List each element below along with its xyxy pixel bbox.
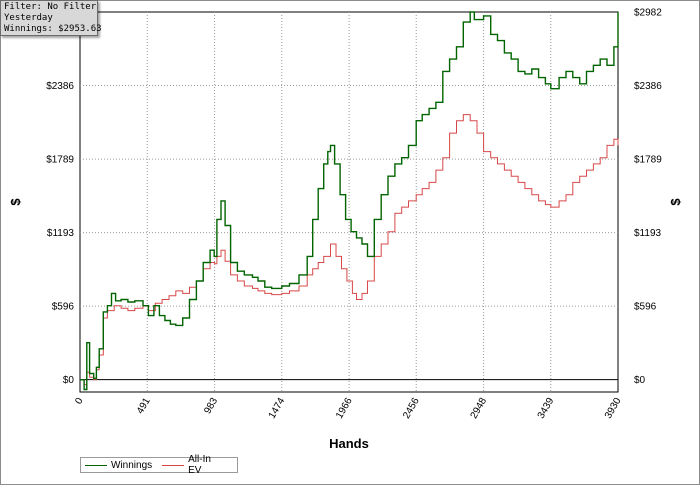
series-lines [80,11,619,391]
y-left-tick-label-4: $2386 [46,81,74,92]
y-right-tick-label-5: $2982 [634,8,662,19]
grid-lines [80,12,618,392]
x-tick-label-2: 983 [202,396,220,416]
y-axis-title-right: $ [668,198,683,206]
y-right-tick-label-0: $0 [634,375,646,386]
winnings-total-label: Winnings: $2953.63 [4,24,102,34]
x-tick-label-5: 2456 [401,396,422,421]
x-tick-label-8: 3930 [603,396,624,421]
x-axis-labels: 0 491 983 1474 1966 2456 2948 3439 3930 [73,396,624,421]
y-right-tick-label-2: $1193 [634,228,662,239]
x-tick-label-3: 1474 [267,396,288,421]
y-axis-title-left: $ [8,198,23,206]
date-range-label: Yesterday [4,13,53,23]
x-tick-label-1: 491 [135,396,153,416]
y-axis-left-labels: $0$596$1193$1789$2386$2982 [46,8,74,387]
series-line-all-in-ev [80,114,619,386]
y-right-tick-label-4: $2386 [634,81,662,92]
legend-label-winnings: Winnings [111,459,153,471]
y-right-tick-label-3: $1789 [634,155,662,166]
series-line-winnings [80,11,619,391]
legend-swatch-allin-ev [162,464,185,466]
filter-info-box: Filter: No Filter Yesterday Winnings: $2… [0,0,102,36]
legend-label-allin-ev: All-In EV [188,454,211,476]
y-left-tick-label-2: $1193 [47,228,75,239]
legend-item-allin-ev: All-In EV [162,454,227,476]
chart-legend: Winnings All-In EV [80,454,238,476]
x-tick-label-7: 3439 [536,396,557,421]
x-axis-title: Hands [329,436,369,451]
x-tick-label-0: 0 [73,396,86,407]
y-left-tick-label-0: $0 [63,375,75,386]
legend-item-winnings: Winnings [85,460,152,471]
y-left-tick-label-3: $1789 [46,155,74,166]
x-tick-label-6: 2948 [469,396,490,421]
y-axis-right-labels: $0 $596 $1193 $1789 $2386 $2982 [634,8,662,387]
filter-label: Filter: No Filter [4,2,97,12]
legend-swatch-winnings [85,464,107,466]
y-left-tick-label-1: $596 [52,302,75,313]
x-tick-label-4: 1966 [334,396,355,421]
y-right-tick-label-1: $596 [634,302,657,313]
